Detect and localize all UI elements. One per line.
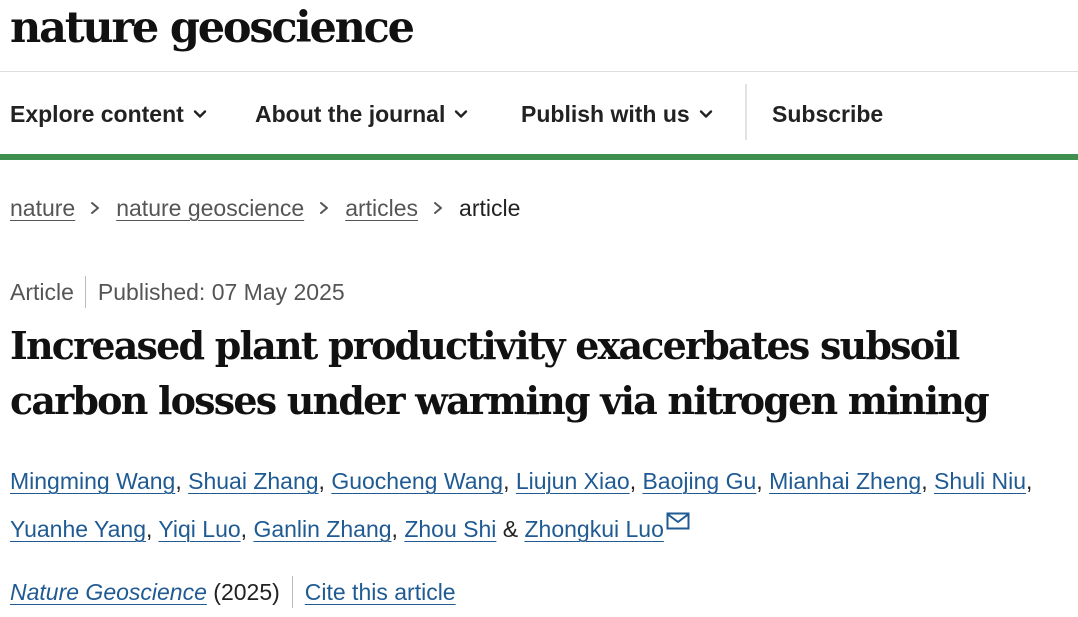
author-link[interactable]: Liujun Xiao (515, 468, 630, 494)
citation-line: Nature Geoscience (2025) Cite this artic… (10, 575, 456, 609)
author-link[interactable]: Shuli Niu (934, 468, 1027, 494)
author-separator: , (240, 516, 254, 542)
author-separator: , (175, 468, 189, 494)
article-type: Article (10, 278, 74, 305)
cite-this-article-link[interactable]: Cite this article (304, 578, 456, 605)
author-link[interactable]: Zhongkui Luo (524, 516, 664, 542)
author-separator: , (1026, 468, 1033, 494)
nav-divider (745, 84, 747, 140)
author-link[interactable]: Shuai Zhang (188, 468, 319, 494)
author-separator: , (629, 468, 643, 494)
breadcrumb: nature nature geoscience articles articl… (10, 193, 520, 223)
author-link[interactable]: Ganlin Zhang (253, 516, 392, 542)
chevron-down-icon (455, 110, 468, 118)
author-link[interactable]: Zhou Shi (404, 516, 497, 542)
author-separator: , (503, 468, 516, 494)
nav-label: Publish with us (521, 100, 690, 127)
nav-about-journal[interactable]: About the journal (255, 98, 469, 130)
chevron-down-icon (699, 110, 712, 118)
chevron-down-icon (193, 110, 207, 118)
author-link[interactable]: Mianhai Zheng (769, 468, 922, 494)
citation-year: (2025) (213, 578, 280, 605)
breadcrumb-current: article (459, 194, 521, 221)
chevron-right-icon (434, 202, 443, 214)
main-nav: Explore content About the journal Publis… (0, 72, 1078, 154)
published-date: Published: 07 May 2025 (97, 278, 345, 305)
citation-divider (291, 576, 293, 608)
chevron-right-icon (91, 202, 100, 214)
header-divider (0, 71, 1078, 72)
meta-divider (84, 276, 86, 308)
article-meta: Article Published: 07 May 2025 (10, 276, 345, 308)
nav-accent-bar (0, 154, 1078, 160)
author-link[interactable]: Yiqi Luo (158, 516, 241, 542)
journal-link[interactable]: Nature Geoscience (10, 578, 207, 605)
author-ampersand: & (502, 516, 519, 542)
author-separator: , (756, 468, 770, 494)
nav-subscribe[interactable]: Subscribe (772, 98, 883, 130)
author-separator: , (921, 468, 934, 494)
nav-label: Explore content (10, 100, 184, 127)
breadcrumb-link-articles[interactable]: articles (345, 194, 419, 221)
author-link[interactable]: Guocheng Wang (331, 468, 504, 494)
nav-publish-with-us[interactable]: Publish with us (521, 98, 714, 130)
author-separator: , (318, 468, 332, 494)
chevron-right-icon (320, 202, 329, 214)
nav-label: About the journal (255, 100, 446, 127)
breadcrumb-link-nature[interactable]: nature (10, 194, 76, 221)
nav-label: Subscribe (772, 100, 884, 127)
author-link[interactable]: Baojing Gu (642, 468, 757, 494)
nav-explore-content[interactable]: Explore content (10, 98, 208, 130)
author-link[interactable]: Mingming Wang (10, 468, 176, 494)
author-separator: , (391, 516, 405, 542)
breadcrumb-link-nature-geoscience[interactable]: nature geoscience (116, 194, 305, 221)
author-list: Mingming Wang, Shuai Zhang, Guocheng Wan… (10, 457, 1070, 553)
mail-icon[interactable] (666, 512, 690, 530)
journal-logo[interactable]: nature geoscience (10, 3, 415, 53)
author-link[interactable]: Yuanhe Yang (10, 516, 147, 542)
article-title: Increased plant productivity exacerbates… (10, 323, 990, 423)
author-separator: , (146, 516, 159, 542)
